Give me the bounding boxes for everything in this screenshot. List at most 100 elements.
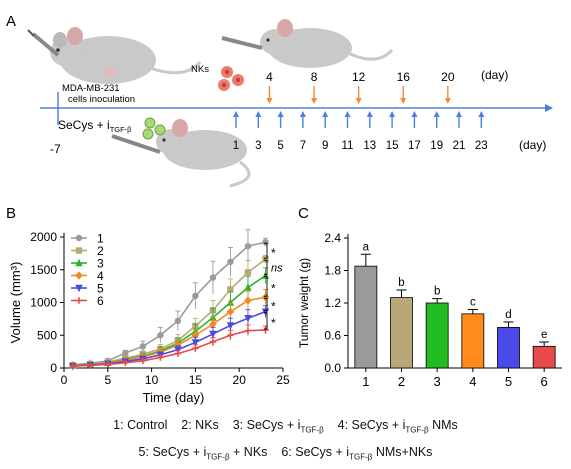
data-point — [87, 362, 94, 369]
day-label: 3 — [255, 140, 261, 152]
legend-secys: 3: SeCys + iTGF-β — [232, 418, 324, 435]
data-point — [122, 359, 129, 366]
legend-label: 4 — [97, 269, 104, 283]
data-point — [227, 258, 234, 266]
timeline-arrowhead — [545, 104, 553, 112]
tumor-weight-chart: 0.0 0.6 1.2 1.8 2.4 Tumor weight (g) a 1 b 2 b 3 c 4 d… — [297, 231, 562, 389]
mouse-treatment-icon — [111, 119, 251, 188]
nk-day-label: 20 — [441, 70, 455, 84]
data-point — [261, 293, 270, 302]
day-arrow-head — [233, 111, 239, 117]
significance-letter: a — [363, 241, 370, 253]
x-tick-label: 5 — [505, 374, 512, 389]
data-point — [209, 274, 217, 281]
nk-day-label: 8 — [311, 70, 318, 84]
data-point — [244, 315, 252, 323]
data-point — [226, 322, 235, 330]
data-point — [75, 297, 83, 304]
data-point — [244, 242, 252, 250]
legend-secys-nms-nks: 6: SeCys + iTGF-β NMs+NKs — [281, 445, 433, 462]
data-point — [262, 326, 269, 334]
bar — [461, 313, 485, 369]
significance-label: * — [271, 316, 276, 330]
data-point — [122, 349, 129, 357]
y-axis-title: Tumor weight (g) — [297, 258, 311, 348]
y-tick-label: 0.6 — [324, 329, 341, 343]
day-arrow-head — [255, 111, 262, 117]
nk-arrow-head — [444, 98, 451, 104]
x-tick-label: 3 — [434, 374, 441, 389]
data-point — [75, 271, 83, 280]
nk-injection-arrows: 4 8 12 16 20 — [266, 70, 455, 104]
day-arrow-head — [411, 111, 418, 117]
mouse-nk-icon — [221, 19, 394, 68]
data-point — [244, 327, 252, 334]
day-label: 1 — [233, 140, 239, 152]
data-point — [75, 258, 83, 267]
data-point — [75, 247, 83, 254]
data-point — [104, 361, 111, 368]
x-axis-title: Time (day) — [143, 390, 205, 405]
significance-letter: b — [434, 286, 440, 298]
day-arrow-head — [277, 111, 284, 117]
y-tick-label: 2000 — [30, 230, 57, 244]
significance-letter: e — [541, 329, 547, 341]
data-point — [174, 346, 182, 354]
day-arrow-head — [478, 111, 485, 117]
x-tick-label: 0 — [61, 373, 68, 387]
nk-arrow-head — [355, 98, 362, 104]
x-tick-label: 6 — [541, 374, 548, 389]
day-label: 17 — [408, 140, 421, 152]
legend-nks: 2: NKs — [181, 418, 219, 432]
x-tick-label: 4 — [469, 374, 476, 389]
panel-b-label: B — [6, 205, 16, 222]
y-axis-title: Volume (mm³) — [8, 262, 23, 344]
series-line — [72, 310, 266, 367]
data-point — [139, 343, 147, 350]
y-tick-label: 500 — [37, 328, 57, 342]
legend-label: 1 — [97, 232, 104, 246]
x-tick-label: 25 — [276, 373, 290, 387]
nk-day-label: 16 — [397, 70, 411, 84]
significance-label: * — [271, 299, 276, 313]
y-tick-label: 1500 — [30, 263, 57, 277]
day-arrow-head — [456, 111, 462, 117]
data-point — [209, 319, 217, 329]
nk-arrow-head — [311, 98, 318, 104]
data-point — [227, 332, 234, 339]
panel-a: A MDA-MB-231 cells inoculation NKs — [6, 13, 553, 188]
day-label: 21 — [453, 140, 466, 152]
significance-bracket — [264, 312, 268, 330]
nk-label: NKs — [191, 64, 209, 75]
day-arrow-head — [389, 111, 396, 117]
data-point — [261, 271, 270, 279]
day-arrow-head — [366, 111, 373, 117]
inoculation-label-2: cells inoculation — [68, 94, 135, 105]
significance-bracket — [264, 276, 268, 297]
significance-brackets: * ns * * * — [264, 242, 283, 330]
data-point — [192, 345, 199, 352]
data-point — [174, 317, 182, 325]
data-point — [262, 239, 269, 246]
x-tick-label: 15 — [189, 373, 203, 387]
day-arrow-head — [322, 111, 329, 117]
timeline-days: 1 3 5 7 9 11 13 15 17 19 21 23 — [233, 111, 488, 152]
data-point — [244, 296, 252, 305]
bar — [354, 265, 378, 369]
data-point — [192, 292, 199, 300]
data-point — [75, 234, 83, 242]
day-label: 5 — [277, 140, 283, 152]
nanoparticle-icon — [142, 117, 166, 140]
nk-cells-icon — [218, 66, 244, 91]
significance-letter: b — [398, 277, 404, 289]
data-point — [157, 332, 164, 339]
y-tick-label: 1.2 — [324, 296, 341, 310]
data-point — [226, 307, 235, 316]
day-label: 19 — [430, 140, 443, 152]
significance-bracket — [264, 297, 268, 312]
legend-line-1: 1: Control 2: NKs 3: SeCys + iTGF-β 4: S… — [0, 418, 571, 435]
day-arrow-head — [433, 111, 440, 117]
legend-line-2: 5: SeCys + iTGF-β + NKs 6: SeCys + iTGF-… — [0, 445, 571, 462]
bar — [532, 345, 556, 369]
